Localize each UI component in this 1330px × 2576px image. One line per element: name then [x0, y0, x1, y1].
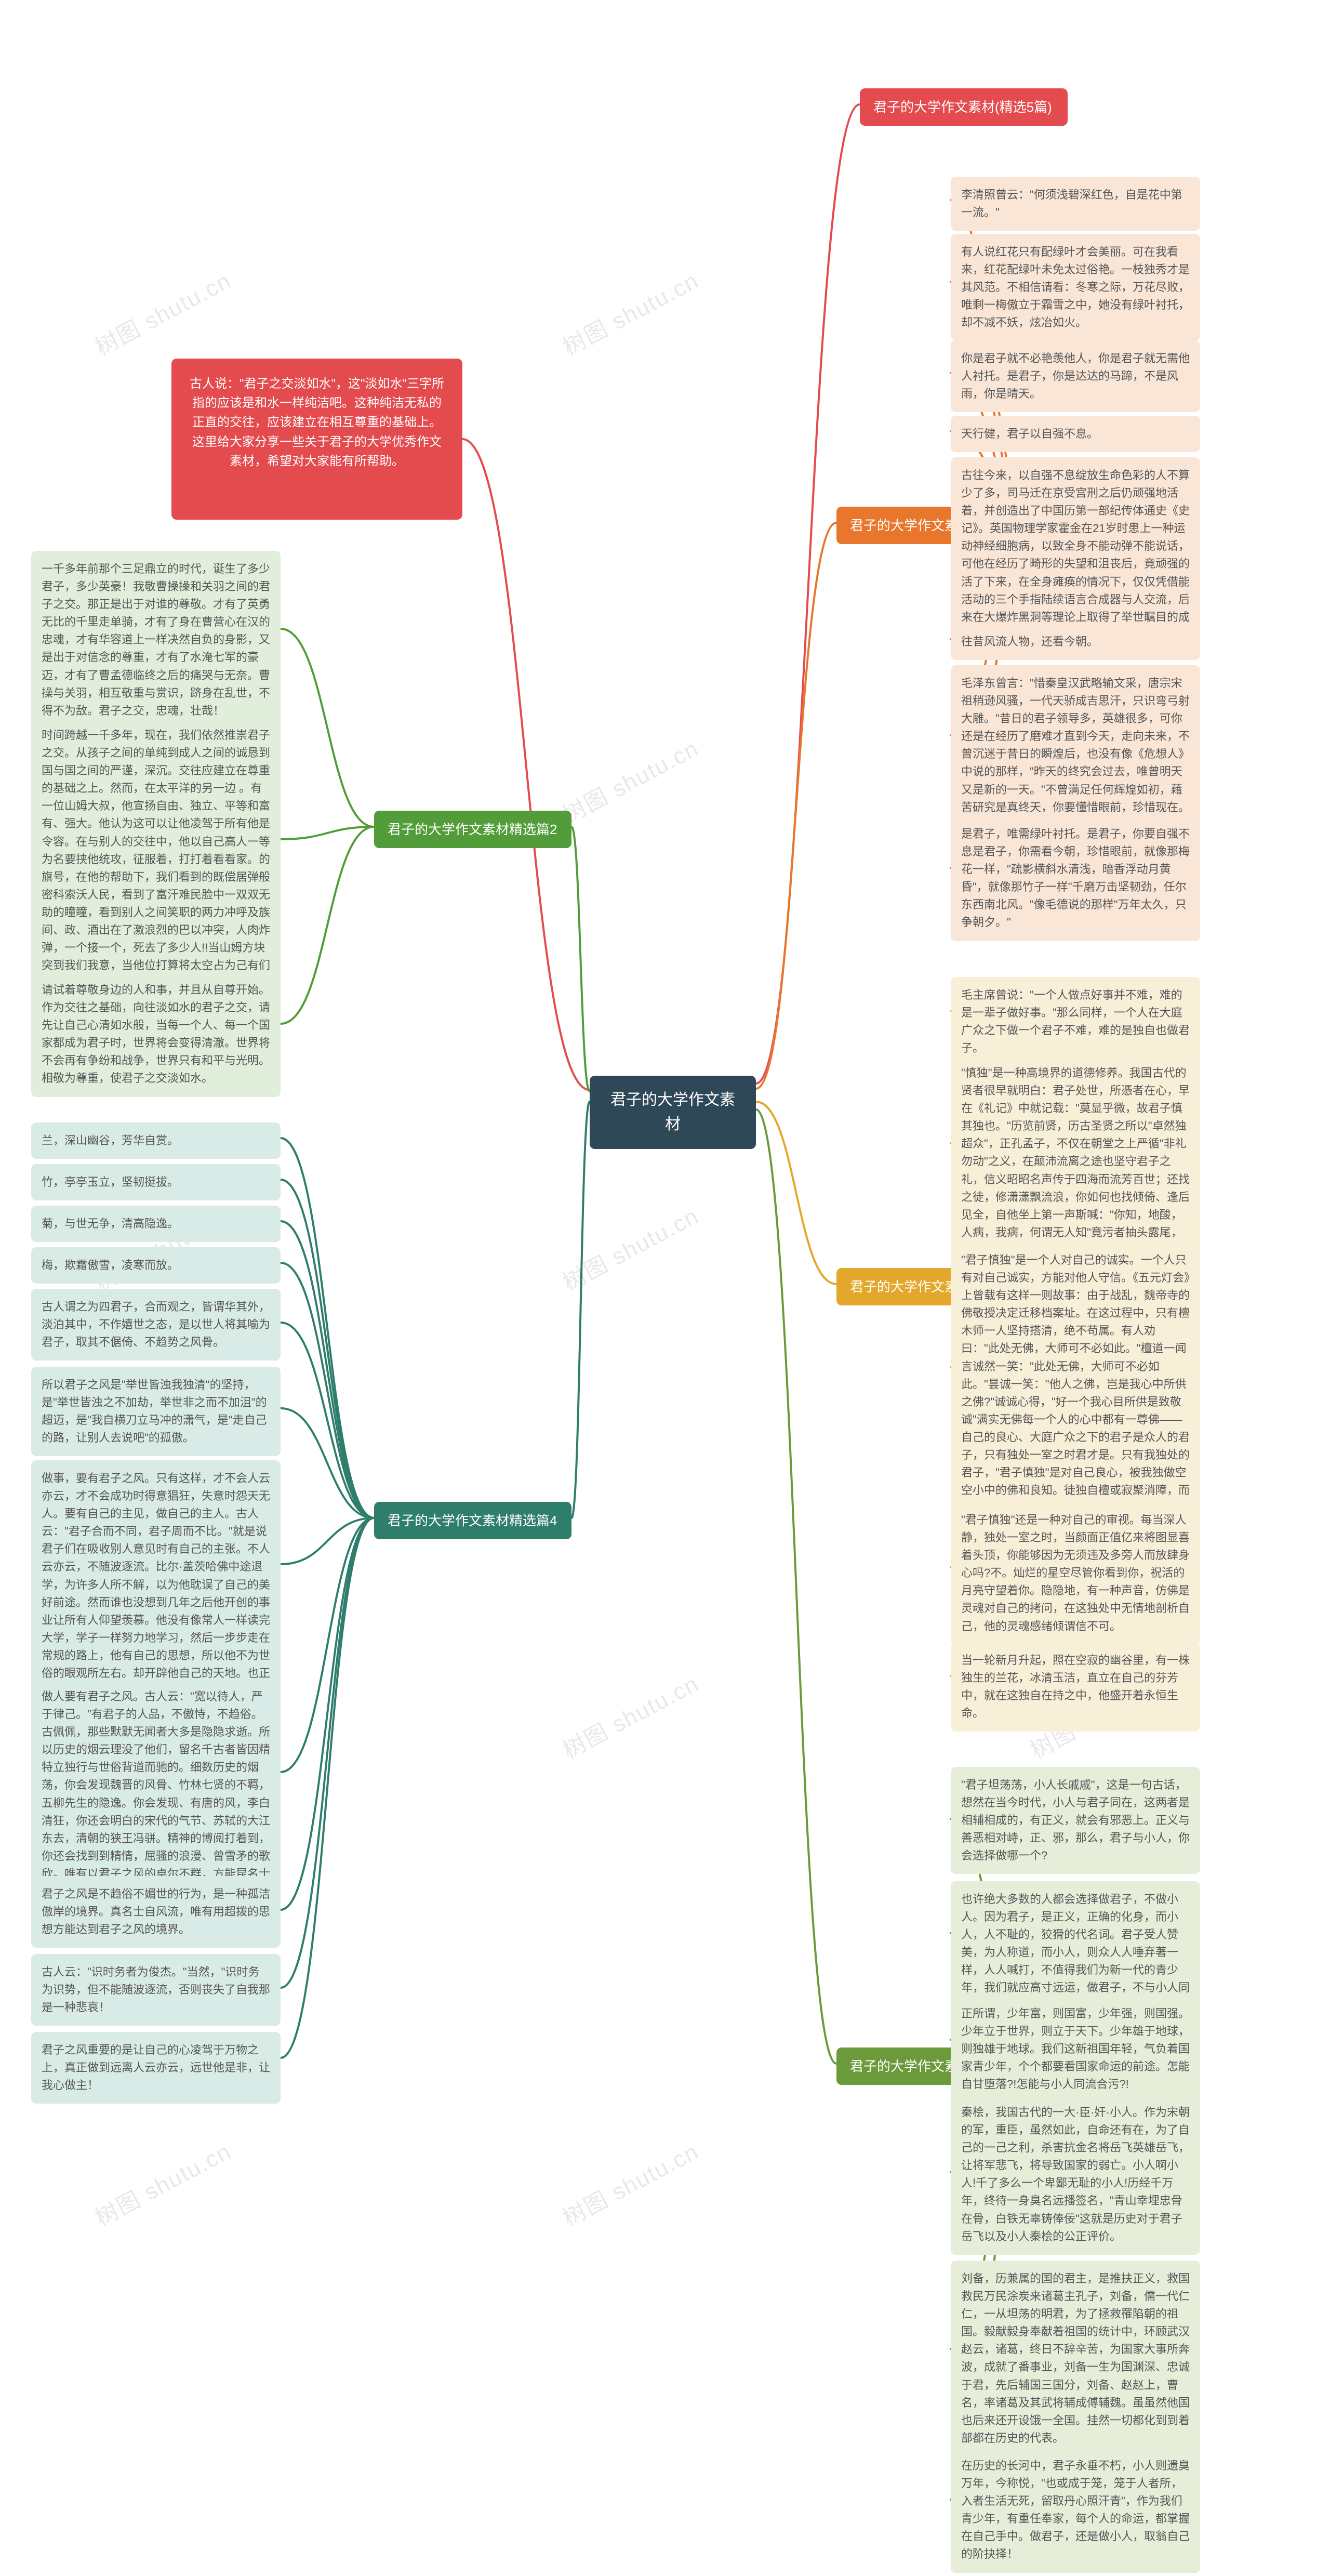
branch-b4[interactable]: 君子的大学作文素材精选篇4 — [374, 1502, 571, 1539]
leaf-b2-0: 一千多年前那个三足鼎立的时代，诞生了多少君子，多少英豪！我敬曹操操和关羽之间的君… — [31, 551, 281, 729]
leaf-b3-0: 毛主席曾说："一个人做点好事并不难，难的是一辈子做好事。"那么同样，一个人在大庭… — [951, 977, 1200, 1066]
leaf-b4-9: 古人云："识时务者为俊杰。"当然，"识时务为识势，但不能随波逐流，否则丧失了自我… — [31, 1954, 281, 2026]
leaf-b4-5: 所以君子之风是"举世皆浊我独清"的坚持，是"举世皆浊之不加劫，举世非之而不加沮"… — [31, 1367, 281, 1456]
leaf-b4-2: 菊，与世无争，清高隐逸。 — [31, 1206, 281, 1242]
leaf-b1-6: 毛泽东曾言："惜秦皇汉武略输文采，唐宗宋祖稍逊风骚，一代天骄成吉思汗，只识弯弓射… — [951, 665, 1200, 826]
watermark: 树图 shutu.cn — [556, 1198, 704, 1298]
watermark: 树图 shutu.cn — [556, 730, 704, 830]
leaf-b4-7: 做人要有君子之风。古人云："宽以待人，严于律己。"有君子的人品，不傲恃，不趋俗。… — [31, 1679, 281, 1910]
branch-b0[interactable]: 君子的大学作文素材(精选5篇) — [860, 88, 1068, 126]
branch-b2[interactable]: 君子的大学作文素材精选篇2 — [374, 811, 571, 848]
leaf-b2-2: 请试着尊敬身边的人和事，并且从自尊开始。作为交往之基础，向往淡如水的君子之交，请… — [31, 972, 281, 1097]
leaf-b1-3: 天行健，君子以自强不息。 — [951, 416, 1200, 452]
leaf-b5-5: 在历史的长河中，君子永垂不朽，小人则遗臭万年，今称悦，"也或成于笼，笼于人者所，… — [951, 2448, 1200, 2573]
watermark: 树图 shutu.cn — [88, 262, 236, 362]
leaf-b4-3: 梅，欺霜傲雪，凌寒而放。 — [31, 1247, 281, 1284]
leaf-b4-1: 竹，亭亭玉立，坚韧挺拔。 — [31, 1164, 281, 1200]
leaf-b1-2: 你是君子就不必艳羡他人，你是君子就无需他人衬托。是君子，你是达达的马蹄，不是风雨… — [951, 340, 1200, 412]
leaf-b3-4: 当一轮新月升起，照在空寂的幽谷里，有一株独生的兰花，冰清玉洁，直立在自己的芬芳中… — [951, 1642, 1200, 1732]
leaf-b5-2: 正所谓，少年富，则国富，少年强，则国强。少年立于世界，则立于天下。少年雄于地球，… — [951, 1996, 1200, 2103]
leaf-b4-10: 君子之风重要的是让自己的心凌驾于万物之上，真正做到远离人云亦云，远世他是非，让我… — [31, 2032, 281, 2104]
leaf-b3-3: "君子慎独"还是一种对自己的审视。每当深人静，独处一室之时，当颜面正值亿来将图显… — [951, 1502, 1200, 1645]
watermark: 树图 shutu.cn — [556, 2133, 704, 2233]
leaf-b4-8: 君子之风是不趋俗不媚世的行为，是一种孤洁傲岸的境界。真名士自风流，唯有用超拨的思… — [31, 1876, 281, 1948]
leaf-b1-0: 李清照曾云："何须浅碧深红色，自是花中第一流。" — [951, 177, 1200, 231]
leaf-b5-4: 刘备，历兼属的国的君主，是推扶正义，救国救民万民涂炭来诸葛主孔子，刘备，儒一代仁… — [951, 2261, 1200, 2456]
leaf-b4-4: 古人谓之为四君子，合而观之，皆谓华其外，淡泊其中，不作嬉世之态，是以世人将其喻为… — [31, 1289, 281, 1360]
leaf-b1-7: 是君子，唯需绿叶衬托。是君子，你要自强不息是君子，你需看今朝，珍惜眼前，就像那梅… — [951, 816, 1200, 941]
leaf-b4-0: 兰，深山幽谷，芳华自赏。 — [31, 1122, 281, 1159]
leaf-b1-5: 往昔风流人物，还看今朝。 — [951, 624, 1200, 660]
leaf-b3-1: "慎独"是一种高境界的道德修养。我国古代的贤者很早就明白：君子处世，所憑者在心，… — [951, 1055, 1200, 1269]
leaf-b5-0: "君子坦荡荡，小人长戚戚"，这是一句古话，想然在当今时代，小人与君子同在，这两者… — [951, 1767, 1200, 1874]
watermark: 树图 shutu.cn — [88, 2133, 236, 2233]
intro-node: 古人说："君子之交淡如水"，这"淡如水"三字所指的应该是和水一样纯洁吧。这种纯洁… — [171, 359, 462, 520]
leaf-b5-3: 秦桧，我国古代的一大·臣·奸·小人。作为宋朝的军，重臣，虽然如此，自命还有在，为… — [951, 2094, 1200, 2255]
center-topic[interactable]: 君子的大学作文素材 — [590, 1076, 756, 1149]
leaf-b1-1: 有人说红花只有配绿叶才会美丽。可在我看来，红花配绿叶未免太过俗艳。一枝独秀才是其… — [951, 234, 1200, 341]
watermark: 树图 shutu.cn — [556, 1666, 704, 1765]
watermark: 树图 shutu.cn — [556, 262, 704, 362]
